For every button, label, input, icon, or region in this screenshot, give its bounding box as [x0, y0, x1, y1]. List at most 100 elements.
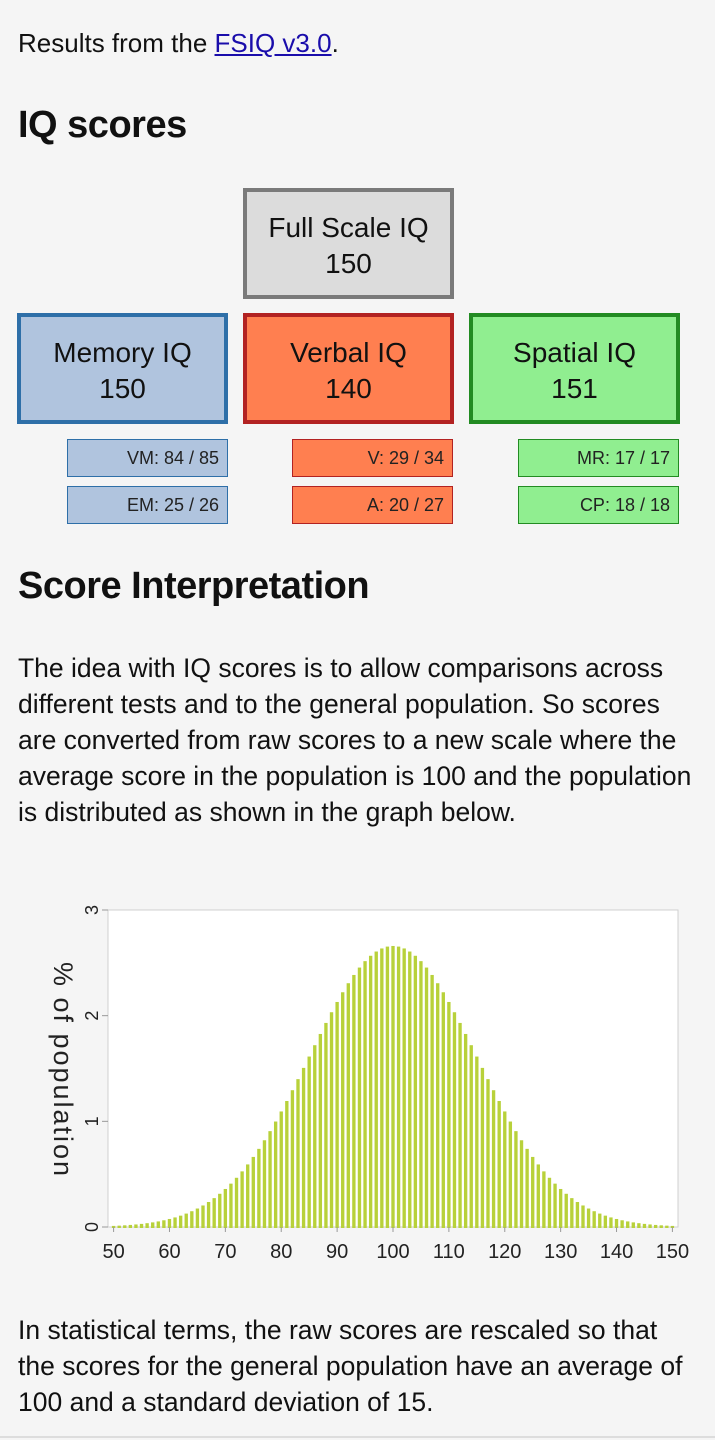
bar-52 [123, 1225, 127, 1228]
bar-149 [665, 1225, 669, 1228]
subscore-mr: MR: 17 / 17 [518, 439, 679, 477]
bar-89 [329, 1012, 334, 1228]
bar-131 [564, 1193, 568, 1228]
interpretation-paragraph-2: In statistical terms, the raw scores are… [18, 1315, 683, 1417]
bar-137 [598, 1213, 602, 1228]
bar-96 [368, 955, 373, 1228]
spatial-iq-value: 151 [551, 373, 598, 404]
bar-92 [346, 983, 350, 1228]
bar-140 [614, 1218, 619, 1228]
bar-55 [139, 1223, 144, 1228]
bar-70 [223, 1188, 228, 1228]
verbal-iq-box: Verbal IQ 140 [243, 313, 454, 424]
bar-100 [391, 945, 395, 1228]
intro-text: Results from the FSIQ v3.0. [18, 28, 339, 58]
bar-53 [128, 1224, 133, 1228]
bar-74 [246, 1164, 250, 1228]
bar-119 [497, 1101, 501, 1228]
bar-126 [536, 1164, 540, 1228]
ytick-label-1: 1 [82, 1116, 102, 1126]
verbal-iq-value: 140 [325, 373, 372, 404]
bar-98 [380, 948, 384, 1228]
spatial-iq-box: Spatial IQ 151 [469, 313, 680, 424]
bar-78 [268, 1131, 272, 1228]
bar-60 [167, 1218, 172, 1228]
bar-117 [486, 1079, 490, 1228]
bar-114 [469, 1045, 473, 1228]
bar-130 [558, 1188, 563, 1228]
bar-136 [592, 1211, 596, 1228]
xtick-label-70: 70 [214, 1241, 236, 1263]
bar-106 [424, 967, 429, 1228]
bar-97 [374, 951, 378, 1228]
score-interpretation-heading: Score Interpretation [18, 565, 370, 607]
full-scale-iq-box: Full Scale IQ 150 [243, 188, 454, 299]
xtick-label-60: 60 [158, 1241, 180, 1263]
bar-147 [653, 1224, 658, 1228]
bar-103 [408, 951, 412, 1228]
bar-105 [419, 961, 423, 1228]
bar-56 [145, 1223, 149, 1228]
bar-104 [413, 955, 418, 1228]
bar-77 [262, 1140, 267, 1228]
bar-68 [212, 1198, 216, 1228]
bar-112 [458, 1022, 462, 1228]
bar-133 [575, 1202, 580, 1228]
full-scale-iq-label: Full Scale IQ [268, 212, 429, 243]
iq-distribution-chart: 0 1 2 3 50 60 70 80 90 100 110 120 130 140 150 % of pop… [48, 905, 689, 1263]
subscore-em: EM: 25 / 26 [67, 486, 228, 524]
bar-88 [324, 1022, 328, 1228]
full-scale-iq-value: 150 [325, 248, 372, 279]
verbal-iq-label: Verbal IQ [290, 337, 407, 368]
bar-145 [642, 1223, 647, 1228]
y-axis-label: % of population [48, 962, 78, 1178]
bar-51 [117, 1225, 121, 1228]
bar-80 [279, 1111, 283, 1228]
bar-118 [491, 1090, 496, 1228]
bar-150 [670, 1225, 675, 1228]
ytick-label-3: 3 [82, 905, 102, 915]
xtick-label-110: 110 [433, 1241, 465, 1263]
xtick-label-150: 150 [656, 1241, 689, 1263]
bar-83 [296, 1079, 300, 1228]
bar-91 [341, 992, 345, 1228]
bar-66 [201, 1205, 205, 1228]
bar-63 [184, 1213, 188, 1228]
bar-102 [402, 948, 406, 1228]
bar-142 [626, 1221, 630, 1228]
bar-99 [385, 946, 390, 1228]
bar-111 [452, 1012, 457, 1228]
xtick-label-130: 130 [544, 1241, 577, 1263]
bar-57 [151, 1222, 155, 1228]
subscore-a: A: 20 / 27 [292, 486, 453, 524]
iq-scores-heading: IQ scores [18, 104, 187, 146]
xtick-label-140: 140 [600, 1241, 633, 1263]
bar-82 [290, 1090, 295, 1228]
bar-87 [318, 1033, 323, 1228]
xtick-label-50: 50 [102, 1241, 124, 1263]
bar-109 [441, 992, 445, 1228]
subscore-cp: CP: 18 / 18 [518, 486, 679, 524]
bar-113 [463, 1033, 468, 1228]
bar-141 [620, 1220, 624, 1228]
bar-81 [285, 1101, 289, 1228]
bar-115 [475, 1056, 479, 1228]
subscore-vm: VM: 84 / 85 [67, 439, 228, 477]
bar-64 [190, 1211, 194, 1228]
bar-132 [570, 1198, 574, 1228]
bar-127 [542, 1171, 546, 1228]
bar-65 [195, 1208, 200, 1228]
bar-69 [218, 1193, 222, 1228]
ytick-label-0: 0 [82, 1222, 102, 1232]
bar-116 [480, 1067, 485, 1228]
bar-62 [178, 1215, 183, 1228]
bar-86 [313, 1045, 317, 1228]
memory-iq-box: Memory IQ 150 [17, 313, 228, 424]
bar-128 [547, 1177, 552, 1228]
bar-110 [447, 1001, 451, 1228]
bar-79 [273, 1121, 278, 1228]
bar-76 [257, 1148, 261, 1228]
fsiq-link[interactable]: FSIQ v3.0 [214, 28, 332, 58]
bar-75 [251, 1156, 255, 1228]
ytick-label-2: 2 [82, 1011, 102, 1021]
